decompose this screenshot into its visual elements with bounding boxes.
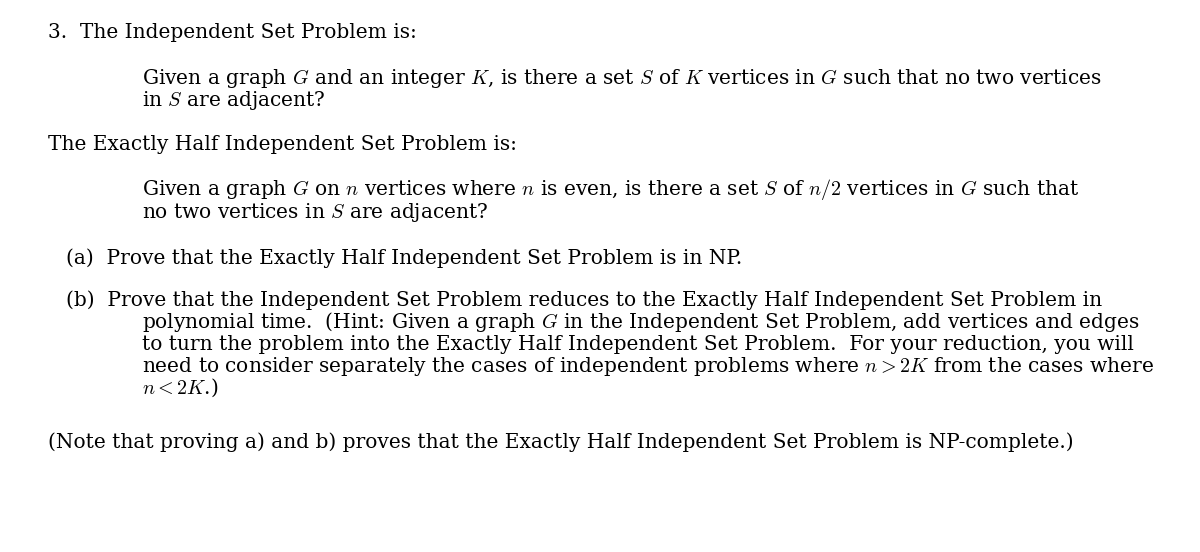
Text: Given a graph $G$ on $n$ vertices where $n$ is even, is there a set $S$ of $n/2$: Given a graph $G$ on $n$ vertices where … xyxy=(142,178,1079,203)
Text: The Exactly Half Independent Set Problem is:: The Exactly Half Independent Set Problem… xyxy=(48,135,517,153)
Text: 3.  The Independent Set Problem is:: 3. The Independent Set Problem is: xyxy=(48,23,416,41)
Text: $n < 2K$.): $n < 2K$.) xyxy=(142,377,218,399)
Text: need to consider separately the cases of independent problems where $n > 2K$ fro: need to consider separately the cases of… xyxy=(142,354,1153,378)
Text: (Note that proving a) and b) proves that the Exactly Half Independent Set Proble: (Note that proving a) and b) proves that… xyxy=(48,432,1074,452)
Text: (a)  Prove that the Exactly Half Independent Set Problem is in NP.: (a) Prove that the Exactly Half Independ… xyxy=(66,248,743,268)
Text: in $S$ are adjacent?: in $S$ are adjacent? xyxy=(142,88,325,112)
Text: Given a graph $G$ and an integer $K$, is there a set $S$ of $K$ vertices in $G$ : Given a graph $G$ and an integer $K$, is… xyxy=(142,66,1102,89)
Text: to turn the problem into the Exactly Half Independent Set Problem.  For your red: to turn the problem into the Exactly Hal… xyxy=(142,335,1134,353)
Text: no two vertices in $S$ are adjacent?: no two vertices in $S$ are adjacent? xyxy=(142,200,487,224)
Text: (b)  Prove that the Independent Set Problem reduces to the Exactly Half Independ: (b) Prove that the Independent Set Probl… xyxy=(66,290,1102,310)
Text: polynomial time.  (Hint: Given a graph $G$ in the Independent Set Problem, add v: polynomial time. (Hint: Given a graph $G… xyxy=(142,310,1139,334)
